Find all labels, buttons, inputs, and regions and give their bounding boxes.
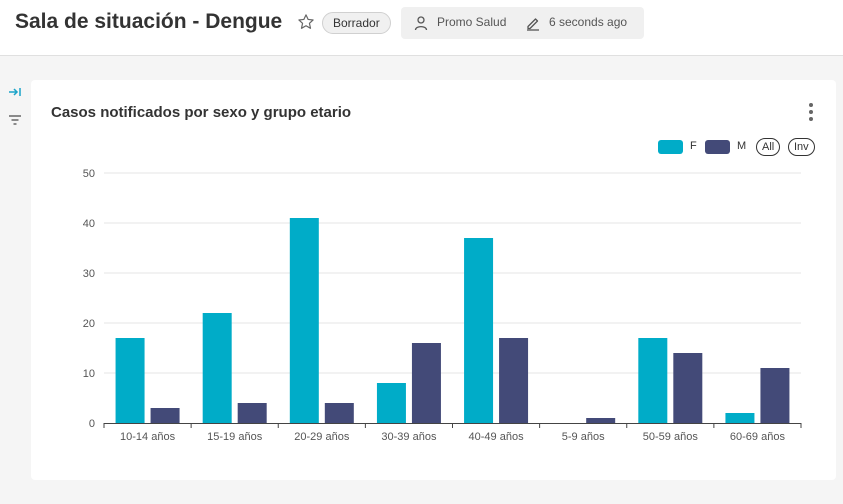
y-tick-label: 40	[83, 218, 95, 230]
metadata-bar: Promo Salud 6 seconds ago	[401, 7, 644, 39]
modified-time: 6 seconds ago	[549, 15, 628, 29]
bar-m[interactable]	[673, 353, 703, 423]
bar-m[interactable]	[324, 403, 354, 423]
filter-icon[interactable]	[8, 113, 22, 127]
y-tick-label: 20	[83, 318, 95, 330]
x-tick-label: 40-49 años	[469, 431, 525, 443]
x-tick-label: 60-69 años	[730, 431, 786, 443]
bar-f[interactable]	[464, 238, 494, 423]
legend-label-f: F	[690, 140, 697, 152]
legend-swatch-m	[705, 140, 730, 154]
y-tick-label: 30	[83, 268, 95, 280]
bar-m[interactable]	[150, 408, 180, 423]
edit-icon	[527, 18, 539, 31]
x-tick-label: 5-9 años	[562, 431, 605, 443]
owner-name[interactable]: Promo Salud	[437, 15, 507, 29]
x-tick-label: 50-59 años	[643, 431, 699, 443]
bar-m[interactable]	[411, 343, 441, 423]
y-tick-label: 0	[89, 418, 95, 430]
kebab-menu-icon[interactable]	[805, 102, 817, 122]
y-tick-label: 50	[83, 168, 95, 180]
legend-invert-button[interactable]: Inv	[788, 138, 815, 156]
legend-label-m: M	[737, 140, 747, 152]
legend-swatch-f	[658, 140, 683, 154]
bar-f[interactable]	[725, 413, 755, 423]
bar-m[interactable]	[760, 368, 790, 423]
bar-f[interactable]	[115, 338, 145, 423]
chart-title: Casos notificados por sexo y grupo etari…	[51, 104, 352, 121]
bar-m[interactable]	[237, 403, 267, 423]
header-bar: Sala de situación - Dengue Borrador Prom…	[0, 0, 843, 56]
bar-f[interactable]	[638, 338, 668, 423]
bar-chart: 0 10 20 30 40 50 10-14 años 15-19 años 20-29 año…	[83, 168, 802, 443]
expand-icon[interactable]	[8, 85, 22, 99]
chart-card: Casos notificados por sexo y grupo etari…	[31, 80, 836, 480]
star-icon[interactable]	[297, 13, 315, 31]
status-badge: Borrador	[322, 12, 391, 34]
bar-f[interactable]	[289, 218, 319, 423]
bar-f[interactable]	[376, 383, 406, 423]
legend-all-button[interactable]: All	[756, 138, 781, 156]
y-tick-label: 10	[83, 368, 95, 380]
x-tick-label: 10-14 años	[120, 431, 176, 443]
bar-m[interactable]	[586, 418, 616, 423]
user-icon	[414, 16, 428, 31]
x-tick-label: 15-19 años	[207, 431, 263, 443]
x-tick-label: 20-29 años	[294, 431, 350, 443]
page-title: Sala de situación - Dengue	[15, 10, 283, 33]
bar-m[interactable]	[499, 338, 529, 423]
bar-f[interactable]	[202, 313, 232, 423]
x-tick-label: 30-39 años	[381, 431, 437, 443]
